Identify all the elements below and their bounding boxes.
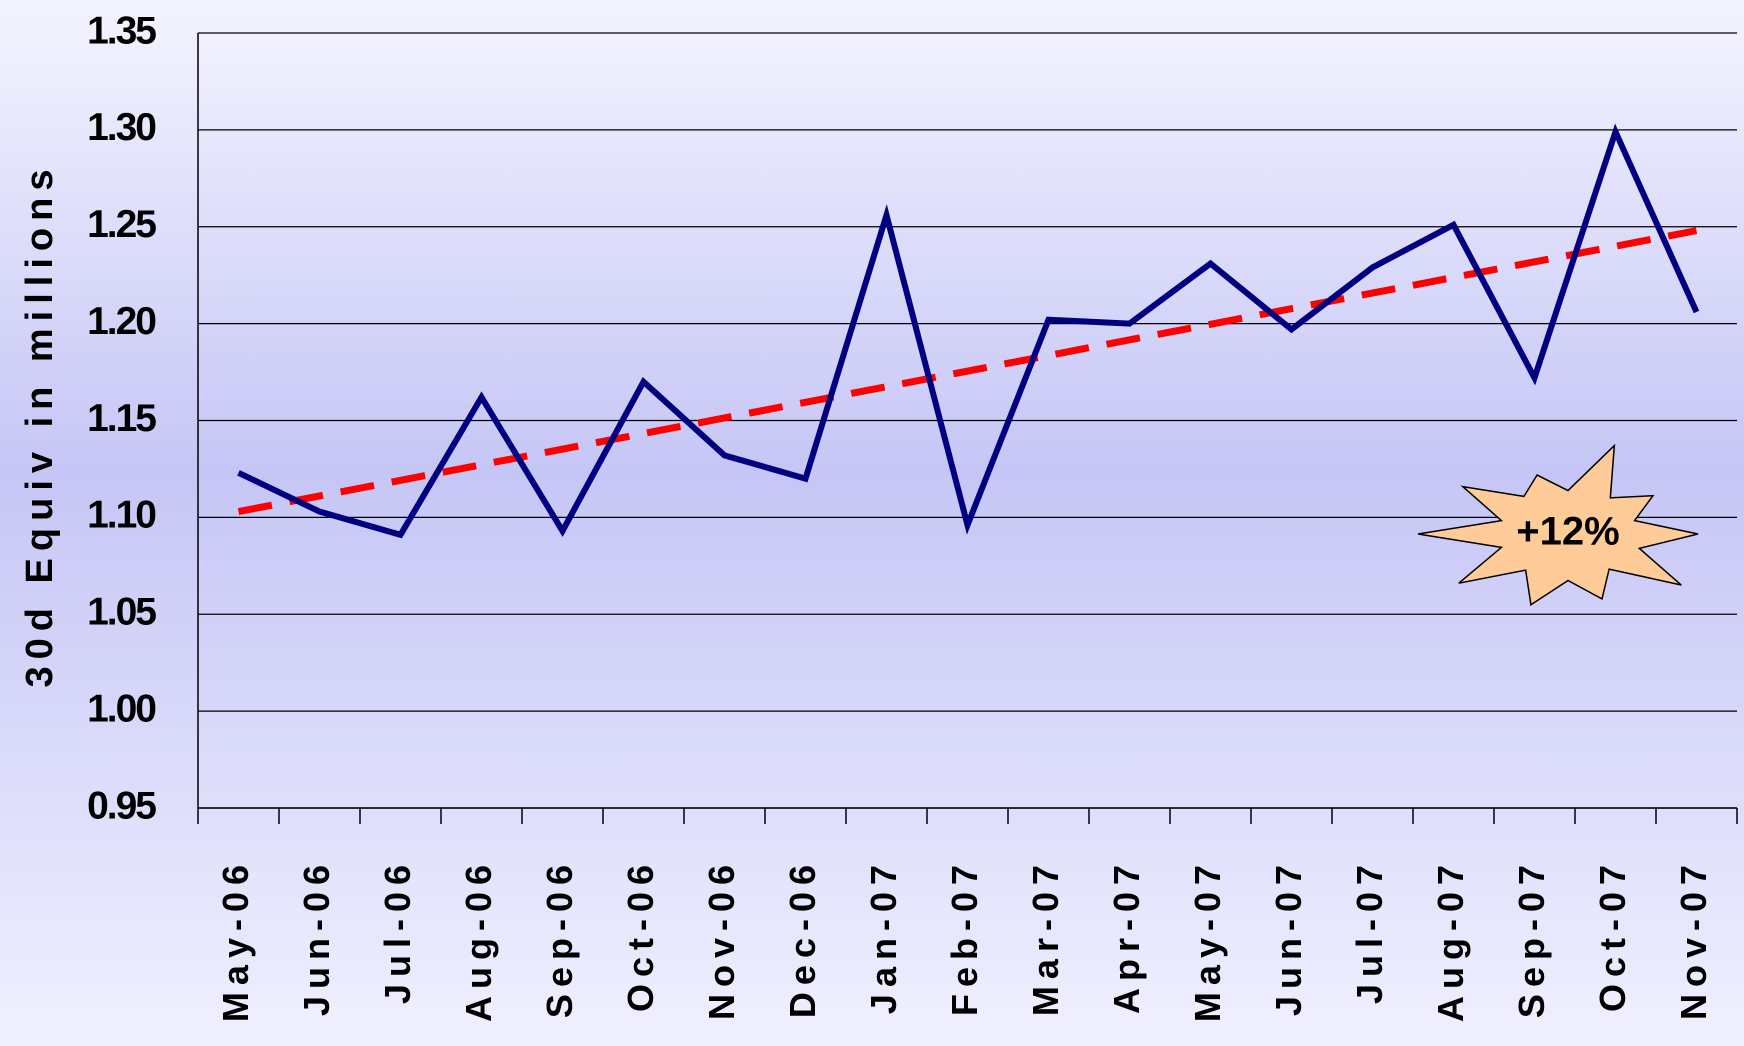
annotation: +12%: [1516, 510, 1619, 554]
x-tick-label: Sep-06: [539, 858, 580, 1018]
x-tick-label: Feb-07: [944, 858, 985, 1016]
x-tick-label: Jul-06: [377, 858, 418, 1004]
x-tick-label: May-06: [215, 858, 256, 1022]
y-tick-label: 1.25: [87, 203, 156, 246]
y-tick-label: 1.00: [87, 687, 156, 730]
y-tick-label: 1.10: [87, 494, 156, 537]
x-tick-label: Jun-06: [296, 858, 337, 1016]
y-axis-label: 30d Equiv in millions: [19, 163, 61, 688]
x-tick-label: Aug-07: [1430, 858, 1471, 1022]
x-tick-label: Oct-07: [1592, 858, 1633, 1012]
y-tick-label: 1.05: [87, 591, 156, 634]
x-tick-label: Jan-07: [863, 858, 904, 1014]
x-tick-label: Jul-07: [1349, 858, 1390, 1004]
y-tick-label: 1.30: [87, 106, 156, 149]
starburst: [1417, 443, 1699, 607]
x-tick-label: May-07: [1187, 858, 1228, 1022]
data-line: [237, 123, 1700, 539]
x-tick-label: Jun-07: [1268, 858, 1309, 1016]
y-tick-label: 0.95: [87, 784, 156, 827]
y-tick-label: 1.15: [87, 397, 156, 440]
x-tick-label: Nov-06: [701, 858, 742, 1020]
x-tick-label: Aug-06: [458, 858, 499, 1022]
x-tick-label: Oct-06: [620, 858, 661, 1012]
x-tick-label: Mar-07: [1025, 858, 1066, 1016]
trend-line: [237, 227, 1698, 515]
x-tick-label: Sep-07: [1511, 858, 1552, 1018]
y-tick-label: 1.20: [87, 300, 156, 343]
x-tick-label: Apr-07: [1106, 858, 1147, 1014]
x-tick-label: Nov-07: [1673, 858, 1714, 1020]
x-tick-label: Dec-06: [782, 858, 823, 1018]
y-tick-label: 1.35: [87, 9, 156, 52]
